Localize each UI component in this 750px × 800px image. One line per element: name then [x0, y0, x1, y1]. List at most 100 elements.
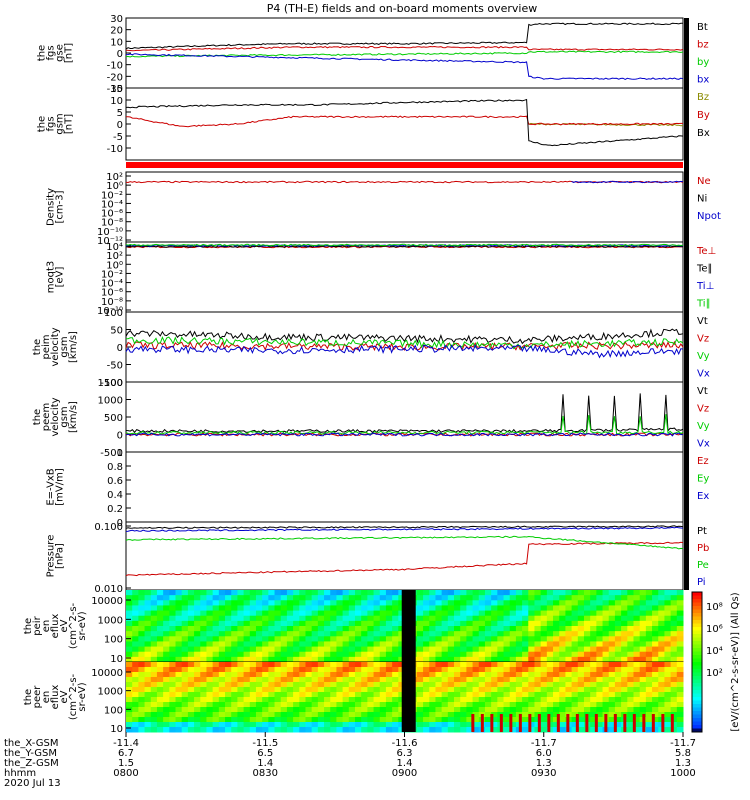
- spectrogram-cell: [441, 662, 449, 668]
- spectrogram-cell: [416, 722, 424, 728]
- spectrogram-cell: [268, 605, 276, 612]
- spectrogram-cell: [268, 712, 276, 718]
- spectrogram-cell: [132, 605, 139, 612]
- spectrogram-cell: [478, 626, 486, 632]
- spectrogram-cell: [534, 590, 542, 596]
- spectrogram-cell: [274, 722, 282, 728]
- spectrogram-cell: [262, 595, 269, 601]
- y-tick-label: 10²: [106, 172, 123, 183]
- spectrogram-cell: [194, 631, 201, 637]
- spectrogram-cell: [249, 712, 257, 718]
- panel-frame: [125, 381, 684, 453]
- spectrogram-cell: [126, 656, 133, 663]
- spectrogram-cell: [559, 631, 566, 637]
- spectrogram-cell: [670, 727, 678, 733]
- spectrogram-cell: [621, 605, 628, 612]
- spectrogram-cell: [522, 656, 529, 663]
- spectrogram-cell: [249, 636, 257, 642]
- spectrogram-cell: [342, 707, 350, 713]
- spectrogram-cell: [553, 687, 560, 693]
- spectrogram-cell: [460, 610, 467, 617]
- spectrogram-cell: [379, 692, 387, 698]
- spectrogram-cell: [534, 717, 542, 723]
- y-tick-label: -5: [113, 132, 123, 143]
- spectrogram-cell: [249, 600, 257, 606]
- y-tick-label: 1500: [98, 378, 123, 389]
- spectrogram-cell: [540, 636, 548, 642]
- spectrogram-cell: [664, 717, 672, 723]
- spectrogram-cell: [522, 702, 529, 708]
- colorbar-cell: [692, 634, 702, 638]
- y-tick-label: 10⁰: [106, 181, 123, 192]
- y-tick-label: 1: [117, 448, 123, 459]
- spectrogram-cell: [441, 702, 449, 708]
- x-axis-value: 6.3: [397, 748, 413, 759]
- spectrogram-cell: [515, 702, 523, 708]
- spectrogram-cell: [206, 636, 214, 642]
- spectrogram-cell: [150, 631, 158, 637]
- spectrogram-cell: [212, 702, 220, 708]
- spectrogram-cell: [645, 717, 653, 723]
- spectrogram-cell: [602, 631, 610, 637]
- spectrogram-cell: [348, 727, 356, 733]
- spectrogram-cell: [602, 677, 610, 683]
- y-axis-label: velocity: [50, 327, 61, 366]
- spectrogram-cell: [534, 595, 542, 601]
- spectrogram-cell: [583, 672, 591, 678]
- spectrogram-cell: [423, 667, 430, 673]
- spectrogram-cell: [429, 595, 436, 601]
- spectrogram-cell: [206, 667, 214, 673]
- spectrogram-cell: [565, 615, 573, 622]
- spectrogram-cell: [528, 702, 535, 708]
- spectrogram-cell: [342, 702, 350, 708]
- spectrogram-cell: [367, 641, 375, 648]
- spectrogram-cell: [243, 595, 251, 601]
- spectrogram-cell: [540, 631, 548, 637]
- legend-label: Pb: [697, 543, 709, 554]
- spectrogram-cell: [126, 600, 133, 606]
- spectrogram-cell: [447, 672, 455, 678]
- spectrogram-cell: [484, 631, 492, 637]
- spectrogram-cell: [348, 692, 356, 698]
- spectrogram-cell: [181, 712, 189, 718]
- spectrogram-cell: [200, 692, 207, 698]
- spectrogram-cell: [472, 620, 480, 627]
- spectrogram-cell: [484, 620, 492, 627]
- spectrogram-cell: [181, 702, 189, 708]
- spectrogram-cell: [206, 646, 214, 653]
- x-axis-value: 1.4: [397, 758, 413, 769]
- spectrogram-cell: [336, 672, 344, 678]
- spectrogram-cell: [348, 646, 356, 653]
- colorbar-cell: [692, 627, 702, 631]
- spectrogram-cell: [317, 667, 325, 673]
- spectrogram-cell: [509, 702, 517, 708]
- spectrogram-cell: [559, 667, 566, 673]
- spectrogram-cell: [454, 631, 461, 637]
- spectrogram-cell: [509, 717, 517, 723]
- spectrogram-cell: [639, 687, 647, 693]
- spectrogram-cell: [639, 595, 647, 601]
- spectrogram-cell: [553, 626, 560, 632]
- spectrogram-cell: [664, 600, 672, 606]
- spectrogram-cell: [200, 682, 207, 688]
- series-line: [125, 541, 684, 577]
- spectrogram-cell: [429, 615, 436, 622]
- spectrogram-cell: [138, 636, 146, 642]
- spectrogram-cell: [509, 727, 517, 733]
- spectrogram-cell: [163, 610, 170, 617]
- spectrogram-cell: [299, 646, 306, 653]
- spectrogram-cell: [336, 667, 344, 673]
- y-tick-label: 10⁻¹⁰: [97, 306, 123, 317]
- spectrogram-cell: [515, 667, 523, 673]
- spectrogram-cell: [559, 656, 566, 663]
- spectrogram-cell: [132, 707, 139, 713]
- spectrogram-cell: [367, 595, 375, 601]
- spectrogram-cell: [590, 615, 597, 622]
- spectrogram-cell: [280, 656, 288, 663]
- spectrogram-cell: [336, 677, 344, 683]
- spectrogram-cell: [225, 651, 232, 658]
- spectrogram-cell: [385, 600, 393, 606]
- spectrogram-cell: [447, 631, 455, 637]
- spectrogram-cell: [664, 615, 672, 622]
